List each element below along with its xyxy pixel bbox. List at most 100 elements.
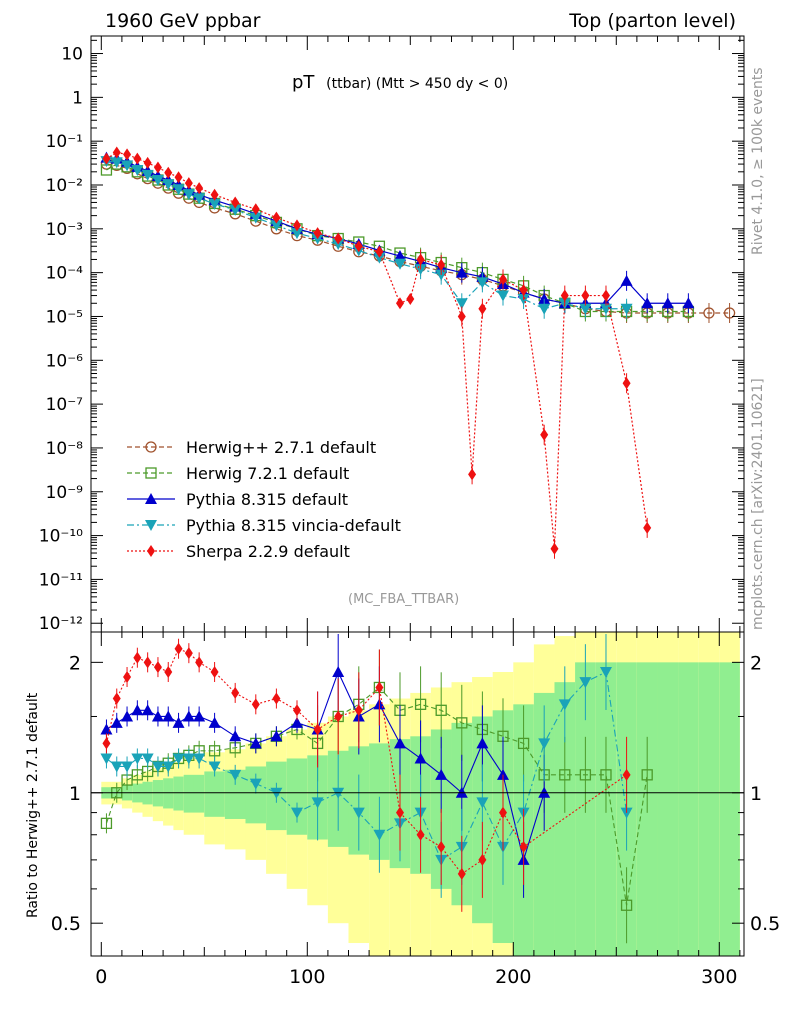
band-inner (183, 774, 194, 813)
main-ytick-label: 1 (72, 88, 83, 108)
ratio-point (435, 768, 448, 780)
ratio-point (112, 692, 121, 705)
data-point (682, 297, 695, 309)
ratio-point (182, 753, 195, 765)
band-inner (719, 662, 740, 956)
data-point (151, 175, 164, 187)
band-inner (678, 662, 699, 956)
rivet-label: Rivet 4.1.0, ≥ 100k events (750, 67, 766, 255)
data-point (622, 377, 631, 390)
data-point (620, 274, 633, 286)
band-inner (698, 662, 720, 956)
ratio-point (416, 828, 425, 841)
ratio-point (141, 704, 154, 716)
series-line-pythia (106, 157, 689, 304)
ratio-series-sherpa (102, 638, 631, 912)
data-point (210, 188, 219, 201)
data-point (581, 289, 590, 302)
ratio-point (599, 666, 612, 678)
ratio-point (249, 737, 262, 749)
data-point (131, 164, 144, 176)
data-point (231, 196, 240, 209)
plot-title-main: pT (292, 72, 315, 93)
data-point (468, 468, 477, 481)
data-point (121, 160, 134, 172)
data-point (141, 169, 154, 181)
ratio-point (538, 738, 551, 750)
ratio-point (164, 665, 173, 678)
ratio-point (131, 753, 144, 765)
main-ytick-label: 10⁻¹ (46, 132, 83, 152)
data-point (519, 284, 528, 297)
data-point (641, 297, 654, 309)
ratio-point (208, 745, 221, 757)
data-point (437, 258, 446, 271)
legend-label: Herwig 7.2.1 default (186, 464, 349, 483)
xtick-label: 300 (701, 966, 737, 988)
ratio-point (110, 761, 123, 773)
ratio-point (174, 642, 183, 655)
ratio-point (141, 753, 154, 765)
ratio-point (193, 753, 206, 765)
legend-marker (145, 520, 157, 531)
legend-item-vincia: Pythia 8.315 vincia-default (127, 516, 401, 535)
legend-label: Sherpa 2.2.9 default (186, 542, 350, 561)
ratio-point (641, 769, 653, 781)
main-ytick-label: 10⁻³ (46, 220, 83, 240)
ratio-point (100, 723, 113, 735)
main-ytick-label: 10⁻⁸ (46, 439, 84, 459)
ratio-point (131, 704, 144, 716)
data-point (112, 146, 121, 159)
ratio-ytick-label-right: 0.5 (750, 913, 780, 935)
legend-item-herwig7: Herwig 7.2.1 default (127, 464, 349, 483)
main-ytick-label: 10⁻¹² (39, 614, 83, 634)
legend-marker (145, 493, 157, 504)
ratio-point (151, 710, 164, 722)
data-point (123, 148, 132, 161)
band-inner (657, 662, 679, 956)
legend-item-sherpa: Sherpa 2.2.9 default (127, 542, 350, 561)
data-point (416, 253, 425, 266)
ratio-point (270, 730, 283, 742)
ratio-point (332, 665, 345, 677)
ratio-point (208, 761, 221, 773)
data-point (184, 177, 193, 190)
ratio-point (373, 829, 386, 841)
data-point (143, 156, 152, 169)
data-point (723, 307, 736, 319)
band-inner (224, 769, 246, 819)
ratio-point (558, 699, 571, 711)
data-point (172, 184, 185, 196)
data-point (193, 193, 206, 205)
band-inner (245, 766, 267, 824)
data-point (354, 240, 363, 253)
data-point (375, 245, 384, 258)
ratio-point (620, 807, 633, 819)
ratio-point (172, 753, 185, 765)
ratio-point (195, 656, 204, 669)
data-point (174, 171, 183, 184)
ratio-point (559, 769, 571, 781)
data-point (153, 161, 162, 174)
series-sherpa (102, 146, 652, 559)
ratio-point (393, 737, 406, 749)
legend-label: Pythia 8.315 vincia-default (186, 516, 401, 535)
ratio-point (231, 686, 240, 699)
ratio-panel: 0.5 0.5 1 1 2 2 0 100 200 300 (51, 631, 780, 988)
ratio-point (517, 737, 530, 750)
main-ytick-label: 10⁻¹¹ (39, 570, 83, 590)
ratio-point (620, 899, 633, 911)
ratio-point (123, 671, 132, 684)
ratio-ytick-label: 1 (69, 783, 81, 805)
data-point (601, 289, 610, 302)
band-inner (204, 771, 225, 817)
data-point (498, 273, 507, 286)
ratio-point (437, 840, 446, 853)
data-point (229, 204, 242, 216)
data-point (455, 266, 468, 278)
ratio-point (102, 737, 111, 750)
data-point (164, 166, 173, 179)
series-line-vincia (106, 160, 627, 310)
data-point (414, 264, 427, 276)
